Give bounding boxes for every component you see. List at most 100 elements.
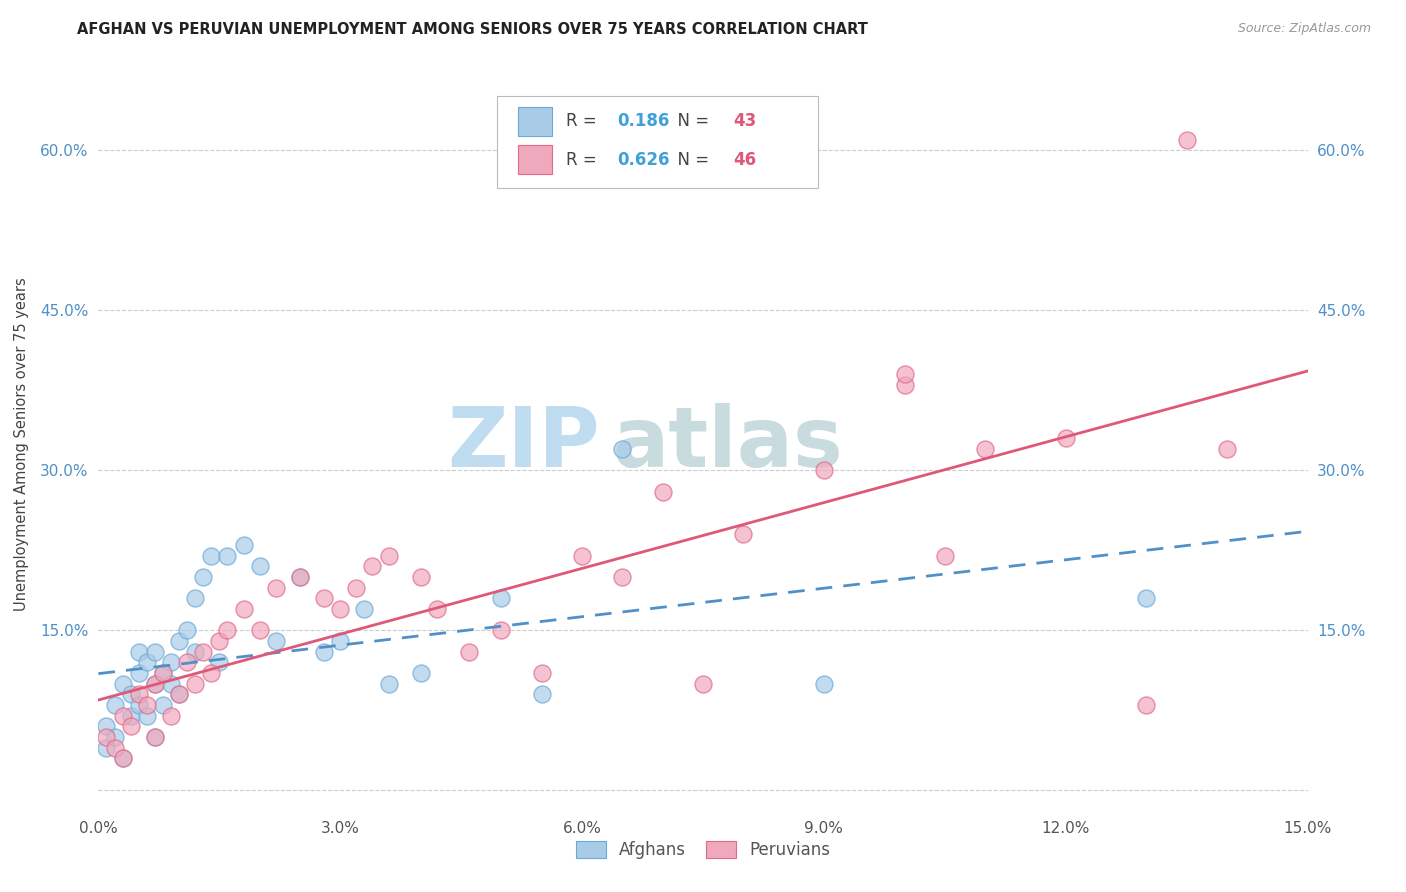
Point — [208, 634, 231, 648]
Point — [96, 719, 118, 733]
Point — [193, 645, 215, 659]
Point — [571, 549, 593, 563]
Text: 43: 43 — [734, 112, 756, 130]
Point — [111, 751, 134, 765]
Point — [409, 570, 432, 584]
Text: 0.186: 0.186 — [617, 112, 669, 130]
Point — [813, 463, 835, 477]
FancyBboxPatch shape — [498, 95, 818, 187]
Point — [612, 570, 634, 584]
Point — [893, 368, 915, 382]
Point — [103, 698, 125, 712]
Point — [96, 740, 118, 755]
Point — [135, 698, 157, 712]
Point — [152, 666, 174, 681]
Y-axis label: Unemployment Among Seniors over 75 years: Unemployment Among Seniors over 75 years — [14, 277, 30, 611]
Point — [232, 538, 254, 552]
Point — [160, 656, 183, 670]
Point — [344, 581, 367, 595]
FancyBboxPatch shape — [517, 107, 553, 136]
Point — [530, 666, 553, 681]
Text: R =: R = — [567, 112, 607, 130]
Point — [103, 740, 125, 755]
Point — [184, 645, 207, 659]
Point — [314, 645, 336, 659]
Point — [128, 666, 150, 681]
Point — [458, 645, 481, 659]
Point — [111, 751, 134, 765]
Point — [329, 602, 352, 616]
Point — [135, 708, 157, 723]
Point — [409, 666, 432, 681]
Point — [184, 677, 207, 691]
Point — [232, 602, 254, 616]
Point — [491, 591, 513, 606]
Point — [167, 687, 190, 701]
Point — [1175, 133, 1198, 147]
Legend: Afghans, Peruvians: Afghans, Peruvians — [569, 834, 837, 866]
Point — [217, 549, 239, 563]
Point — [200, 549, 222, 563]
Point — [184, 591, 207, 606]
Point — [974, 442, 997, 456]
Point — [361, 559, 384, 574]
Text: N =: N = — [666, 112, 714, 130]
Point — [167, 687, 190, 701]
Point — [96, 730, 118, 744]
Point — [1216, 442, 1239, 456]
Point — [651, 484, 673, 499]
Point — [128, 645, 150, 659]
Point — [249, 624, 271, 638]
Point — [143, 677, 166, 691]
Text: 46: 46 — [734, 151, 756, 169]
Point — [128, 698, 150, 712]
Point — [377, 677, 399, 691]
Point — [103, 730, 125, 744]
Point — [152, 698, 174, 712]
Point — [934, 549, 956, 563]
Point — [353, 602, 375, 616]
Point — [733, 527, 755, 541]
Text: AFGHAN VS PERUVIAN UNEMPLOYMENT AMONG SENIORS OVER 75 YEARS CORRELATION CHART: AFGHAN VS PERUVIAN UNEMPLOYMENT AMONG SE… — [77, 22, 869, 37]
Point — [176, 624, 198, 638]
Point — [143, 677, 166, 691]
Point — [160, 677, 183, 691]
Point — [128, 687, 150, 701]
Point — [152, 666, 174, 681]
Point — [893, 378, 915, 392]
Point — [167, 634, 190, 648]
Point — [692, 677, 714, 691]
Point — [264, 634, 287, 648]
Point — [143, 645, 166, 659]
Point — [143, 730, 166, 744]
Point — [288, 570, 311, 584]
Point — [530, 687, 553, 701]
Point — [208, 656, 231, 670]
Text: N =: N = — [666, 151, 714, 169]
Point — [143, 730, 166, 744]
Point — [120, 719, 142, 733]
FancyBboxPatch shape — [517, 145, 553, 175]
Point — [426, 602, 449, 616]
Point — [612, 442, 634, 456]
Text: 0.626: 0.626 — [617, 151, 669, 169]
Point — [329, 634, 352, 648]
Point — [377, 549, 399, 563]
Point — [249, 559, 271, 574]
Point — [111, 677, 134, 691]
Point — [491, 624, 513, 638]
Point — [1054, 432, 1077, 446]
Point — [120, 708, 142, 723]
Point — [193, 570, 215, 584]
Point — [111, 708, 134, 723]
Point — [120, 687, 142, 701]
Text: ZIP: ZIP — [447, 403, 600, 484]
Point — [176, 656, 198, 670]
Point — [314, 591, 336, 606]
Point — [1135, 698, 1157, 712]
Point — [813, 677, 835, 691]
Point — [200, 666, 222, 681]
Point — [160, 708, 183, 723]
Point — [1135, 591, 1157, 606]
Point — [288, 570, 311, 584]
